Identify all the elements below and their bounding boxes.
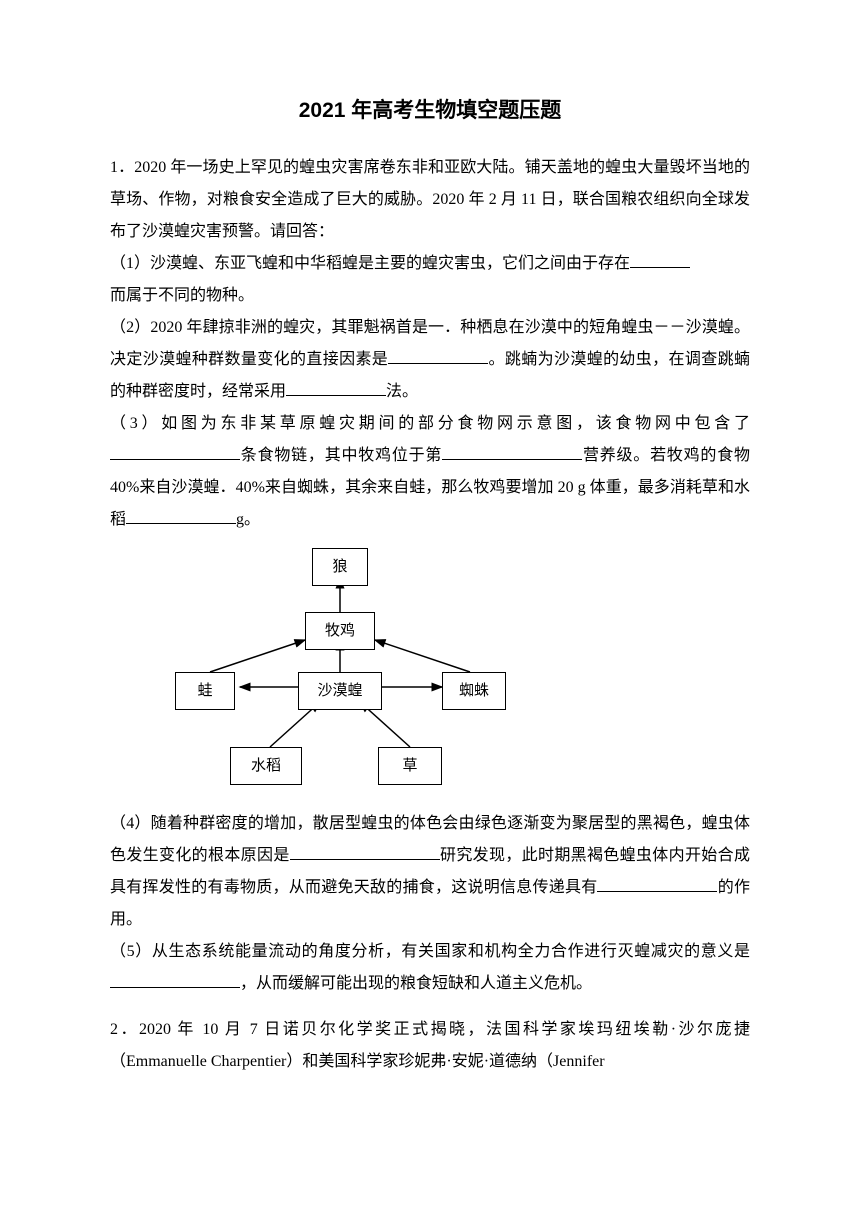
q1-part3: （3）如图为东非某草原蝗灾期间的部分食物网示意图，该食物网中包含了条食物链，其中… [110, 408, 750, 536]
blank [630, 252, 690, 268]
blank [442, 444, 582, 460]
q2-intro: 2．2020 年 10 月 7 日诺贝尔化学奖正式揭晓，法国科学家埃玛纽埃勒·沙… [110, 1014, 750, 1078]
q1-part2: （2）2020 年肆掠非洲的蝗灾，其罪魁祸首是一．种栖息在沙漠中的短角蝗虫－－沙… [110, 312, 750, 408]
node-lang: 狼 [312, 548, 368, 586]
blank [388, 348, 488, 364]
node-wa: 蛙 [175, 672, 235, 710]
blank [110, 444, 240, 460]
blank [597, 876, 717, 892]
q1-5-text-b: ，从而缓解可能出现的粮食短缺和人道主义危机。 [240, 975, 592, 992]
q1-part5: （5）从生态系统能量流动的角度分析，有关国家和机构全力合作进行灭蝗减灾的意义是 ，… [110, 936, 750, 1000]
q1-5-text-a: （5）从生态系统能量流动的角度分析，有关国家和机构全力合作进行灭蝗减灾的意义是 [110, 943, 750, 960]
node-zhizhu: 蜘蛛 [442, 672, 506, 710]
blank [126, 508, 236, 524]
blank [286, 380, 386, 396]
blank [110, 972, 240, 988]
blank [290, 844, 440, 860]
q1-1-text-a: （1）沙漠蝗、东亚飞蝗和中华稻蝗是主要的蝗灾害虫，它们之间由于存在 [110, 255, 630, 272]
q1-intro: 1．2020 年一场史上罕见的蝗虫灾害席卷东非和亚欧大陆。铺天盖地的蝗虫大量毁坏… [110, 152, 750, 248]
q1-part1: （1）沙漠蝗、东亚飞蝗和中华稻蝗是主要的蝗灾害虫，它们之间由于存在 [110, 248, 750, 280]
node-shamo: 沙漠蝗 [298, 672, 382, 710]
page-title: 2021 年高考生物填空题压题 [110, 90, 750, 132]
q1-3-text-d: g。 [236, 511, 260, 528]
q1-3-text-b: 条食物链，其中牧鸡位于第 [240, 447, 442, 464]
node-cao: 草 [378, 747, 442, 785]
q1-2-text-c: 法。 [386, 383, 418, 400]
node-shuidao: 水稻 [230, 747, 302, 785]
q1-3-text-a: （3）如图为东非某草原蝗灾期间的部分食物网示意图，该食物网中包含了 [110, 415, 750, 432]
food-web-diagram: 狼 牧鸡 蛙 沙漠蝗 蜘蛛 水稻 草 [110, 536, 750, 808]
node-muji: 牧鸡 [305, 612, 375, 650]
q1-part1b: 而属于不同的物种。 [110, 280, 750, 312]
q1-part4: （4）随着种群密度的增加，散居型蝗虫的体色会由绿色逐渐变为聚居型的黑褐色，蝗虫体… [110, 808, 750, 936]
